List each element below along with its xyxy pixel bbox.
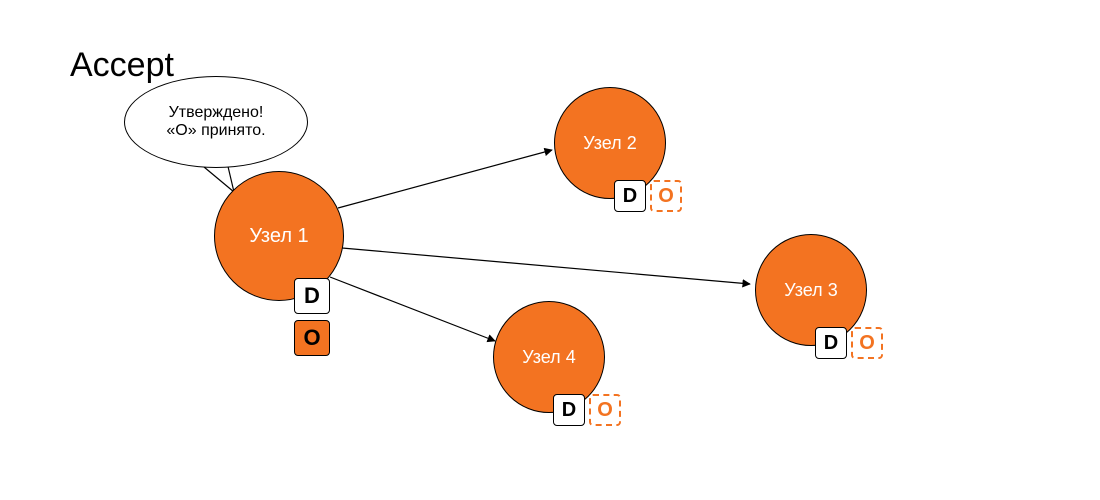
- diagram-stage: Accept Узел 1Узел 2Узел 3Узел 4 DODODODO…: [0, 0, 1100, 500]
- edge-n1-n2: [338, 150, 552, 208]
- badge-n1-O-accepted: O: [294, 320, 330, 356]
- node-label: Узел 4: [522, 347, 575, 368]
- speech-bubble-line: Утверждено!: [169, 104, 264, 122]
- badge-n4-O-pending: O: [589, 394, 621, 426]
- speech-bubble-line: «О» принято.: [166, 122, 265, 140]
- badge-n1-D: D: [294, 278, 330, 314]
- node-label: Узел 3: [784, 280, 837, 301]
- badge-n2-O-pending: O: [650, 180, 682, 212]
- badge-n3-O-pending: O: [851, 327, 883, 359]
- badge-n3-D: D: [815, 327, 847, 359]
- page-title: Accept: [70, 46, 174, 85]
- edge-n1-n4: [330, 277, 495, 341]
- node-label: Узел 1: [249, 225, 308, 248]
- badge-n2-D: D: [614, 180, 646, 212]
- badge-n4-D: D: [553, 394, 585, 426]
- speech-bubble: Утверждено!«О» принято.: [124, 76, 308, 168]
- edge-n1-n3: [342, 248, 750, 284]
- node-label: Узел 2: [583, 133, 636, 154]
